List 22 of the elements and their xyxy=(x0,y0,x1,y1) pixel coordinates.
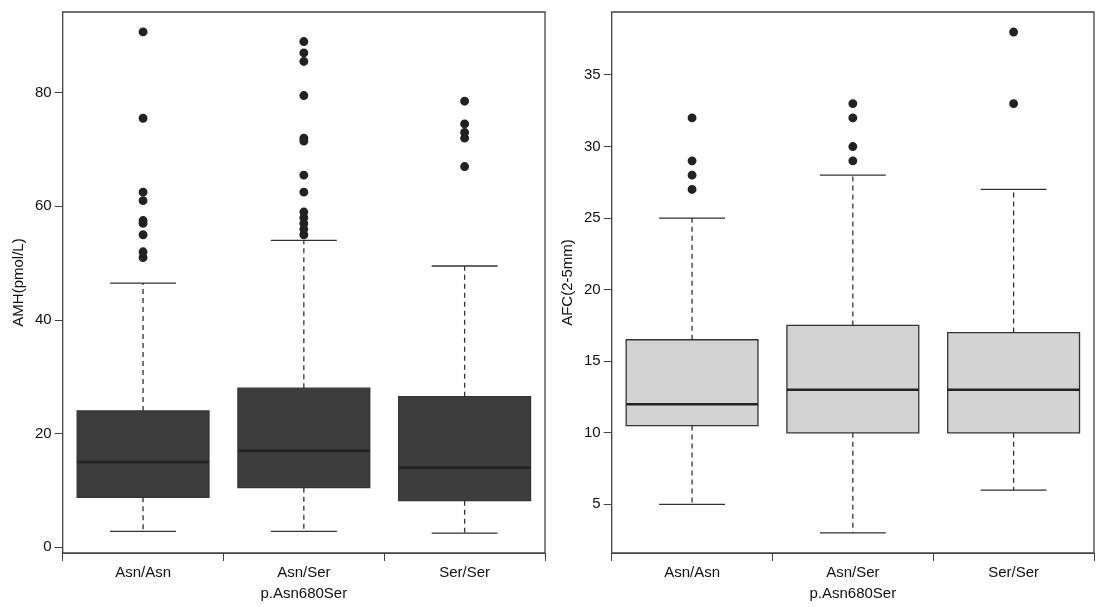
x-axis-title: p.Asn680Ser xyxy=(809,584,897,602)
y-tick-label: 20 xyxy=(35,423,52,441)
y-tick-label: 35 xyxy=(584,65,601,83)
x-tick-label: Asn/Asn xyxy=(664,563,721,581)
y-axis-title: AMH(pmol/L) xyxy=(9,238,27,327)
x-tick-label: Ser/Ser xyxy=(988,563,1040,581)
y-axis-title: AFC(2-5mm) xyxy=(558,239,576,326)
y-tick-label: 60 xyxy=(35,196,52,214)
x-tick-label: Ser/Ser xyxy=(439,563,491,581)
y-tick-label: 25 xyxy=(584,208,601,226)
y-tick-label: 80 xyxy=(35,82,52,100)
y-tick-label: 40 xyxy=(35,310,52,328)
y-tick-label: 0 xyxy=(43,537,52,555)
x-tick-label: Asn/Ser xyxy=(826,563,880,581)
y-tick-label: 20 xyxy=(584,279,601,297)
y-tick-label: 15 xyxy=(584,351,601,369)
y-tick-label: 10 xyxy=(584,422,601,440)
x-axis-title: p.Asn680Ser xyxy=(260,584,348,602)
x-tick-label: Asn/Ser xyxy=(277,563,331,581)
y-tick-label: 30 xyxy=(584,136,601,154)
x-tick-label: Asn/Asn xyxy=(115,563,172,581)
y-tick-label: 5 xyxy=(592,494,601,512)
